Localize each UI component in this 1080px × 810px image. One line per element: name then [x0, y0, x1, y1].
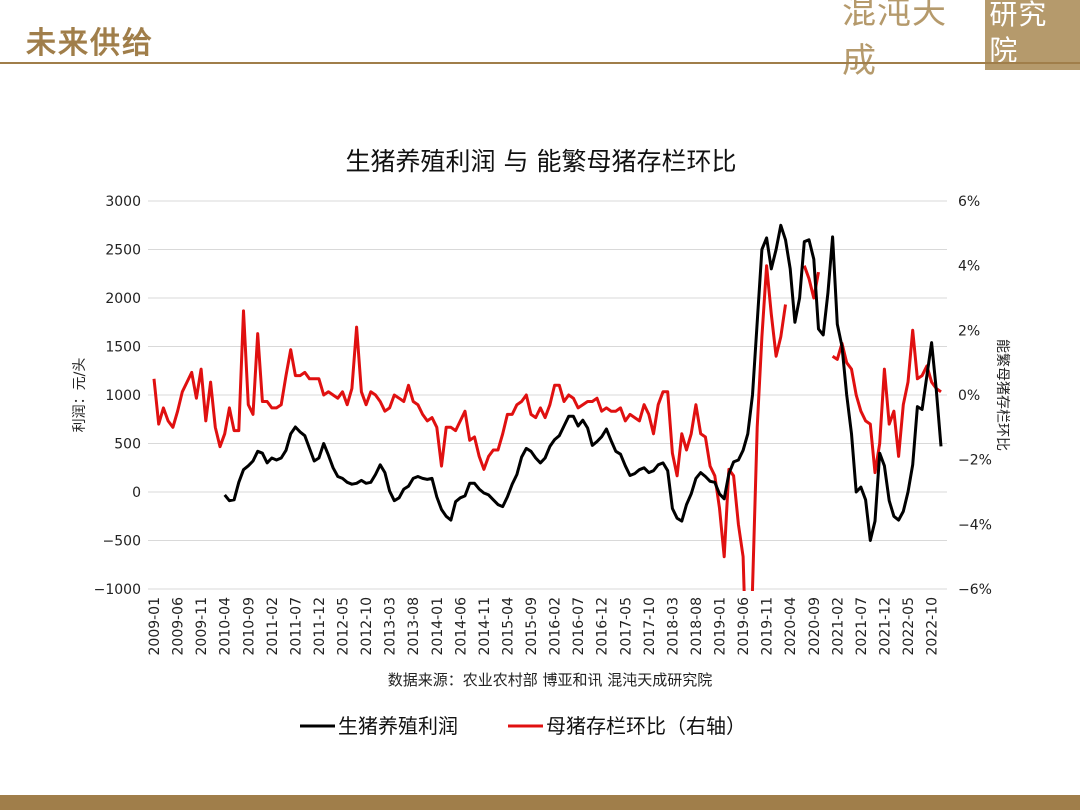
x-tick-label: 2020-04 [783, 597, 799, 656]
y-right-tick-label: 6% [958, 194, 980, 210]
y-right-tick-label: 2% [958, 323, 980, 339]
x-tick-label: 2010-04 [218, 597, 234, 656]
y-left-tick-label: 500 [114, 437, 141, 453]
x-tick-label: 2016-07 [571, 597, 587, 656]
legend-label-profit: 生猪养殖利润 [338, 714, 458, 738]
x-tick-label: 2011-12 [312, 597, 328, 656]
x-tick-label: 2009-11 [194, 597, 210, 656]
y-axis-left-title: 利润：元/头 [72, 358, 88, 433]
y-left-tick-label: 2500 [105, 243, 141, 259]
axes: 3000 2500 2000 1500 1000 500 0 −1000 −500 6% 4% 2% 0… [94, 194, 992, 656]
y-right-tick-label: 0% [958, 388, 980, 404]
x-tick-label: 2022-05 [901, 597, 917, 656]
y-left-tick-label: −500 [103, 534, 141, 550]
x-tick-label: 2019-01 [713, 597, 729, 656]
brand-logo: 混沌天成 研究院 [842, 0, 1080, 81]
x-tick-label: 2011-07 [288, 597, 304, 656]
x-tick-label: 2014-01 [430, 597, 446, 656]
y-right-tick-label: −6% [958, 582, 992, 598]
x-tick-label: 2017-05 [618, 597, 634, 656]
legend: 生猪养殖利润 母猪存栏环比（右轴） [300, 714, 746, 738]
x-tick-label: 2012-05 [336, 597, 352, 656]
x-tick-label: 2011-02 [265, 597, 281, 656]
brand-name: 混沌天成 [842, 0, 947, 81]
y-left-tick-label: 1500 [105, 340, 141, 356]
header-divider [0, 62, 1080, 64]
x-tick-label: 2013-08 [406, 597, 422, 656]
gridlines [148, 200, 947, 590]
y-axis-right-title: 能繁母猪存栏环比 [994, 339, 1010, 451]
x-tick-label: 2022-10 [925, 597, 941, 656]
x-tick-label: 2019-11 [760, 597, 776, 656]
y-left-tick-label: 3000 [105, 194, 141, 210]
series-lines [152, 223, 943, 591]
x-tick-label: 2017-10 [642, 597, 658, 656]
x-tick-label: 2016-12 [595, 597, 611, 656]
x-tick-label: 2019-06 [736, 597, 752, 656]
legend-label-sow: 母猪存栏环比（右轴） [546, 714, 746, 738]
series-line-sow-ratio [152, 264, 787, 591]
x-tick-label: 2016-02 [548, 597, 564, 656]
x-tick-label: 2020-09 [807, 597, 823, 656]
brand-seal: 研究院 [985, 0, 1080, 70]
footer-bar [0, 795, 1080, 810]
x-tick-label: 2009-01 [147, 597, 163, 656]
x-tick-label: 2012-10 [359, 597, 375, 656]
y-left-tick-label: 1000 [105, 388, 141, 404]
y-right-tick-label: −4% [958, 517, 992, 533]
x-tick-label: 2018-08 [689, 597, 705, 656]
x-tick-label: 2021-12 [877, 597, 893, 656]
x-tick-label: 2010-09 [241, 597, 257, 656]
x-tick-label: 2013-03 [383, 597, 399, 656]
x-tick-label: 2018-03 [665, 597, 681, 656]
x-tick-label: 2009-06 [171, 597, 187, 656]
x-tick-label: 2021-02 [830, 597, 846, 656]
x-tick-label: 2015-09 [524, 597, 540, 656]
x-tick-label: 2014-06 [453, 597, 469, 656]
x-tick-label: 2015-04 [500, 597, 516, 656]
y-left-tick-label: 0 [132, 485, 141, 501]
y-right-tick-label: −2% [958, 453, 992, 469]
y-left-tick-label: 2000 [105, 291, 141, 307]
chart-title: 生猪养殖利润 与 能繁母猪存栏环比 [346, 147, 737, 176]
x-tick-label: 2014-11 [477, 597, 493, 656]
page-title: 未来供给 [26, 26, 154, 61]
source-note: 数据来源：农业农村部 博亚和讯 混沌天成研究院 [388, 671, 713, 689]
series-line-profit [223, 223, 943, 542]
y-right-tick-label: 4% [958, 259, 980, 275]
y-left-tick-label: −1000 [94, 582, 141, 598]
x-tick-label: 2021-07 [854, 597, 870, 656]
series-line-sow-ratio [831, 328, 942, 475]
